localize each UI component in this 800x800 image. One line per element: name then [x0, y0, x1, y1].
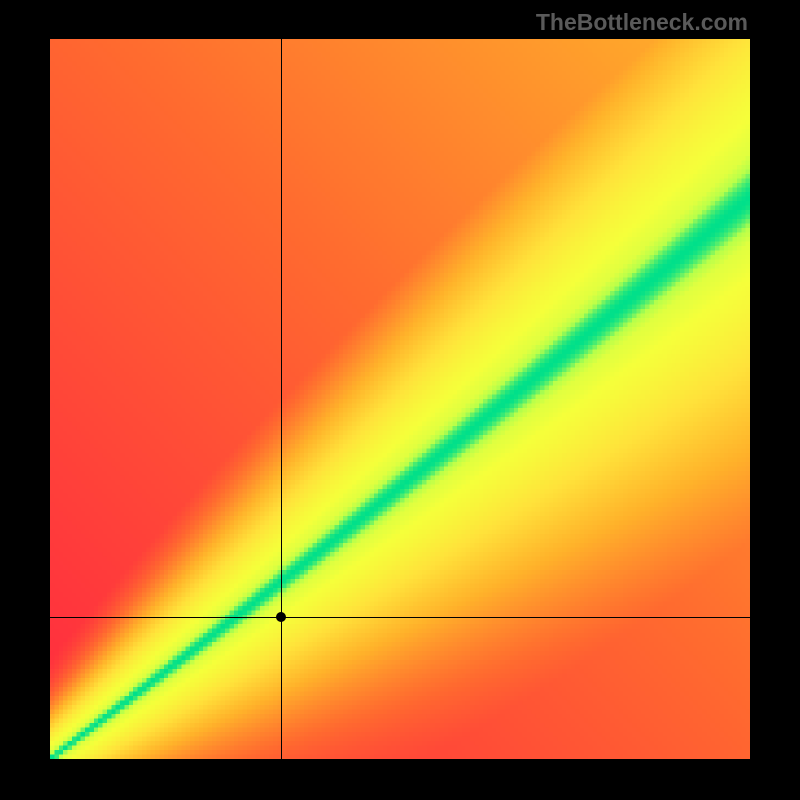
bottleneck-heatmap — [50, 39, 750, 759]
watermark-text: TheBottleneck.com — [536, 9, 748, 36]
crosshair-horizontal-line — [50, 617, 750, 618]
crosshair-vertical-line — [281, 39, 282, 759]
